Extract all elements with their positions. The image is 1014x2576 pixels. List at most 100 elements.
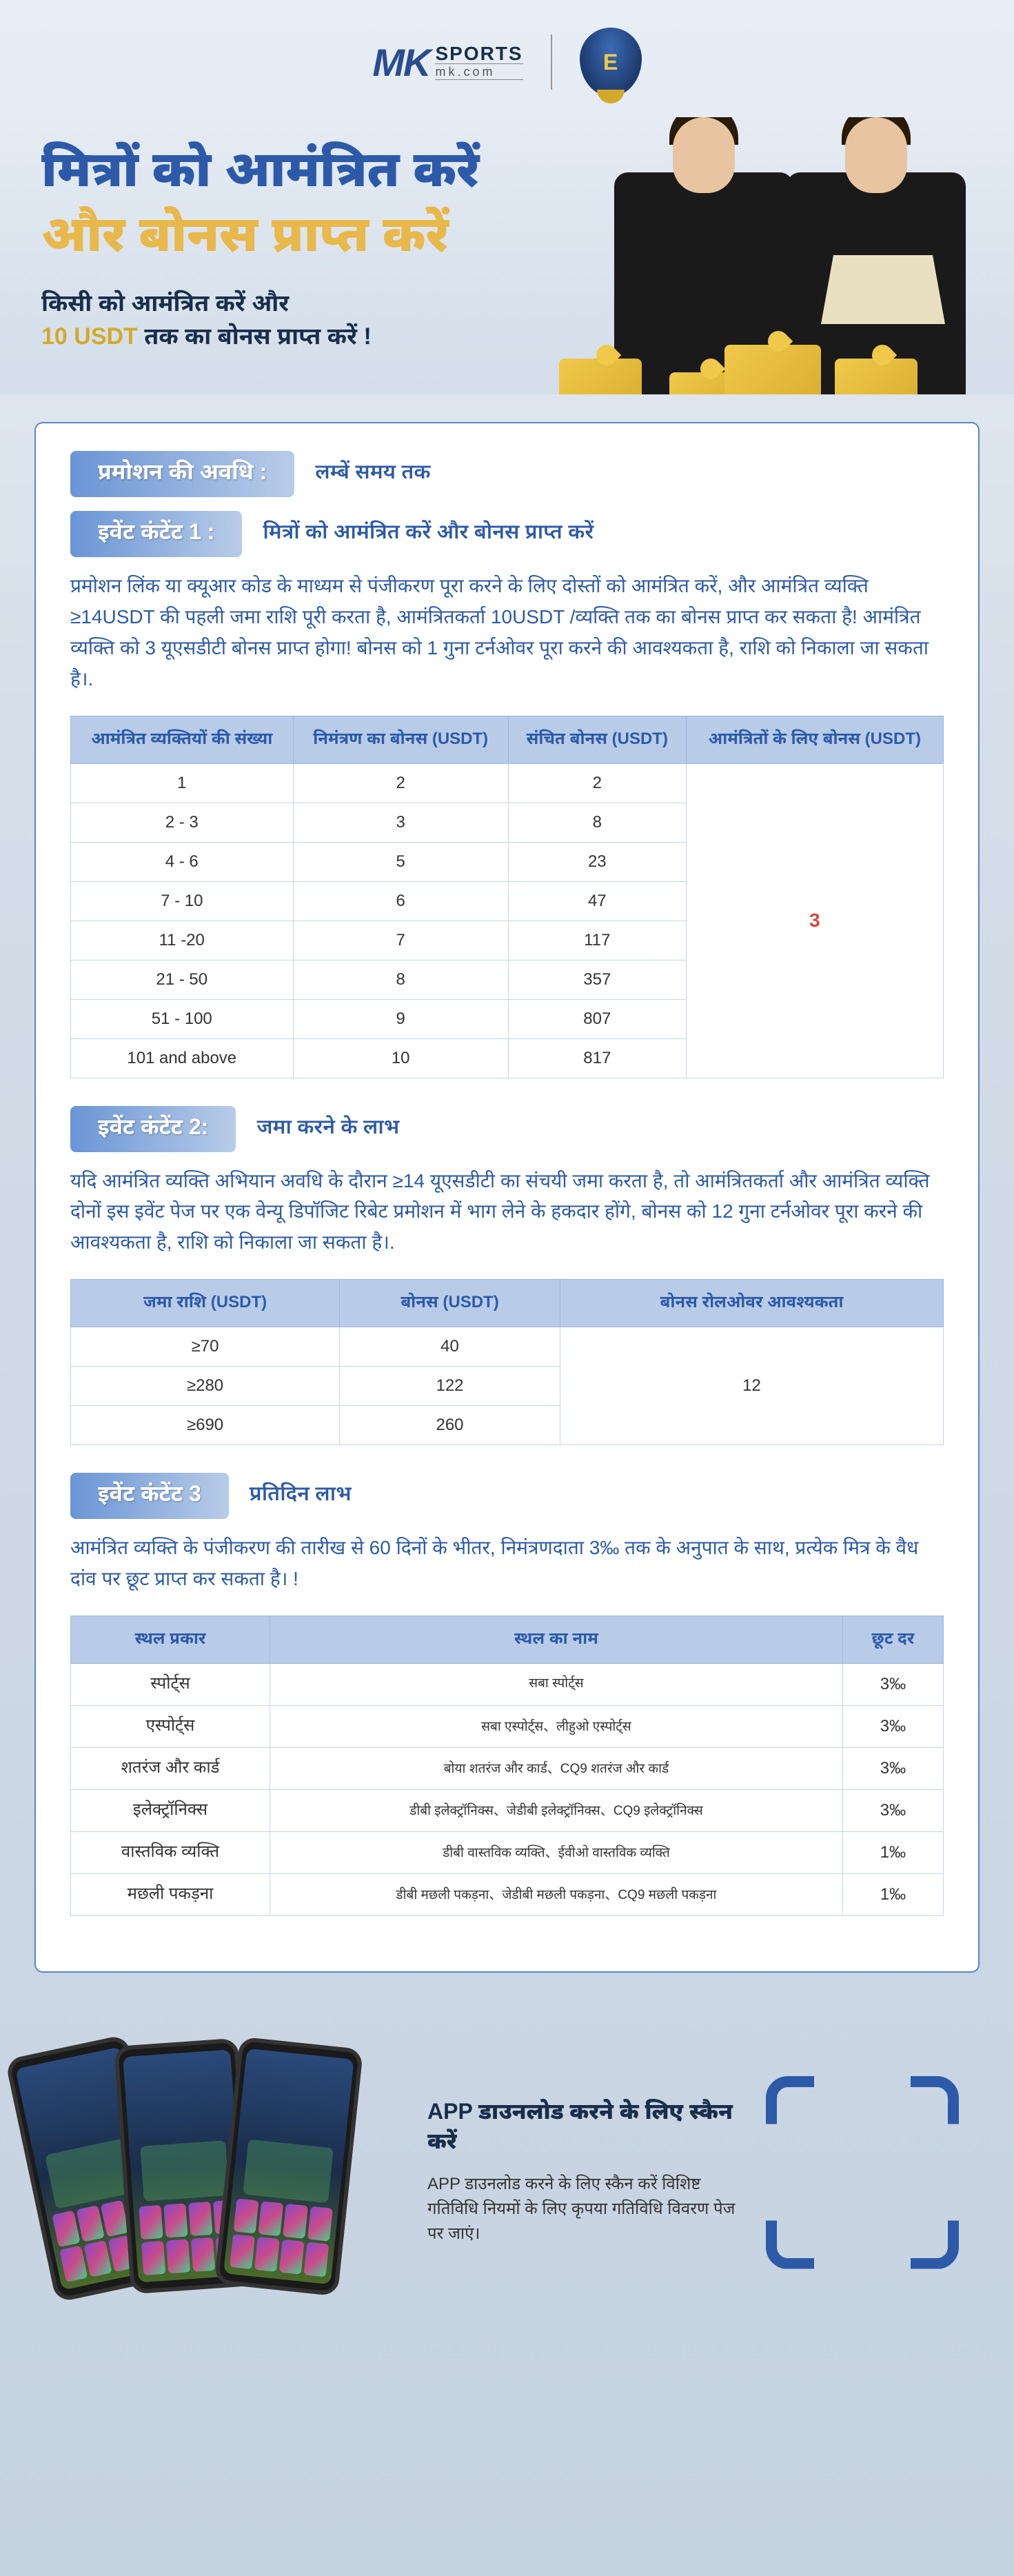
table-cell: 122 [340,1366,560,1405]
table-cell: 23 [508,842,686,881]
table-cell: 1‰ [842,1873,943,1915]
header: MK SPORTS mk.com E [0,0,1014,117]
table-cell: 51 - 100 [71,999,294,1038]
event1-value: मित्रों को आमंत्रित करें और बोनस प्राप्त… [263,521,594,547]
table-header-cell: स्थल प्रकार [71,1616,270,1663]
table-cell: 7 [293,920,508,960]
event1-table: आमंत्रित व्यक्तियों की संख्यानिमंत्रण का… [70,716,944,1078]
table-cell: 817 [508,1038,686,1078]
gift-box-4 [835,359,917,394]
event1-body: प्रमोशन लिंक या क्यूआर कोड के माध्यम से … [70,571,944,694]
event3-label: इवेंट कंटेंट 3 [70,1473,229,1519]
table-cell: सबा एस्पोर्ट्स、लीहुओ एस्पोर्ट्स [270,1705,842,1747]
gift-box-3 [724,345,821,394]
table-cell: 260 [340,1405,560,1445]
badge-letter: E [603,50,618,75]
table-cell: 2 [508,763,686,803]
footer-text: APP डाउनलोड करने के लिए स्कैन करें APP ड… [427,2099,738,2246]
table-row: शतरंज और कार्डबोया शतरंज और कार्ड、CQ9 शत… [71,1747,944,1789]
table-cell: 6 [293,881,508,920]
table-row: ≥704012 [71,1327,944,1366]
table-cell: बोया शतरंज और कार्ड、CQ9 शतरंज और कार्ड [270,1747,842,1789]
table-cell: 21 - 50 [71,960,294,999]
table-cell: स्पोर्ट्स [71,1663,270,1705]
table-cell: 101 and above [71,1038,294,1078]
table-cell: वास्तविक व्यक्ति [71,1831,270,1873]
table-header-cell: बोनस रोलओवर आवश्यकता [560,1279,943,1327]
table-cell: डीबी मछली पकड़ना、जेडीबी मछली पकड़ना、CQ9 … [270,1873,842,1915]
logo-mk: MK [372,40,429,85]
event2-header: इवेंट कंटेंट 2: जमा करने के लाभ [70,1106,944,1152]
table-cell: डीबी वास्तविक व्यक्ति、ईवीओ वास्तविक व्यक… [270,1831,842,1873]
promo-period-label: प्रमोशन की अवधि : [70,451,294,497]
table-cell: 12 [560,1327,943,1445]
table-cell: 3 [293,803,508,842]
event3-value: प्रतिदिन लाभ [250,1482,352,1509]
table-cell: 47 [508,881,686,920]
footer-title: APP डाउनलोड करने के लिए स्कैन करें [427,2099,738,2158]
table-header-cell: आमंत्रितों के लिए बोनस (USDT) [686,716,943,763]
table-cell: 3 [686,763,943,1078]
table-cell: सबा स्पोर्ट्स [270,1663,842,1705]
partner-badge[interactable]: E [580,28,642,97]
table-cell: मछली पकड़ना [71,1873,270,1915]
table-header-cell: छूट दर [842,1616,943,1663]
event2-label: इवेंट कंटेंट 2: [70,1106,236,1152]
table-cell: 9 [293,999,508,1038]
logo[interactable]: MK SPORTS mk.com [372,40,523,85]
money-fan [821,255,945,324]
event1-label: इवेंट कंटेंट 1 : [70,511,242,557]
qr-scan-frame[interactable] [766,2076,959,2269]
table-cell: 807 [508,999,686,1038]
table-cell: 2 - 3 [71,803,294,842]
table-cell: 3‰ [842,1747,943,1789]
logo-sub: SPORTS mk.com [435,44,523,80]
table-header-cell: आमंत्रित व्यक्तियों की संख्या [71,716,294,763]
table-row: 1223 [71,763,944,803]
table-cell: ≥70 [71,1327,340,1366]
table-cell: 3‰ [842,1789,943,1831]
table-row: वास्तविक व्यक्तिडीबी वास्तविक व्यक्ति、ईव… [71,1831,944,1873]
logo-sports: SPORTS [435,44,523,63]
hero-banner: मित्रों को आमंत्रित करें और बोनस प्राप्त… [0,117,1014,394]
table-cell: ≥690 [71,1405,340,1445]
table-cell: ≥280 [71,1366,340,1405]
table-cell: 357 [508,960,686,999]
table-header-cell: बोनस (USDT) [340,1279,560,1327]
header-divider [551,34,552,90]
table-cell: 5 [293,842,508,881]
table-cell: 40 [340,1327,560,1366]
event3-body: आमंत्रित व्यक्ति के पंजीकरण की तारीख से … [70,1533,944,1595]
hero-bonus-amount: 10 USDT [41,323,138,350]
table-cell: डीबी इलेक्ट्रॉनिक्स、जेडीबी इलेक्ट्रॉनिक्… [270,1789,842,1831]
table-cell: 8 [293,960,508,999]
table-cell: 1‰ [842,1831,943,1873]
phone-mockup-3 [214,2036,363,2296]
logo-domain: mk.com [435,63,523,80]
table-row: मछली पकड़नाडीबी मछली पकड़ना、जेडीबी मछली … [71,1873,944,1915]
event1-header: इवेंट कंटेंट 1 : मित्रों को आमंत्रित करे… [70,511,944,557]
footer-body: APP डाउनलोड करने के लिए स्कैन करें विशिष… [427,2172,738,2246]
table-cell: 3‰ [842,1705,943,1747]
event2-value: जमा करने के लाभ [256,1116,399,1143]
hero-graphic [538,131,986,394]
app-preview-phones [55,2042,400,2304]
table-cell: 2 [293,763,508,803]
table-row: इलेक्ट्रॉनिक्सडीबी इलेक्ट्रॉनिक्स、जेडीबी… [71,1789,944,1831]
event3-table: स्थल प्रकारस्थल का नामछूट दर स्पोर्ट्ससब… [70,1616,944,1916]
table-cell: एस्पोर्ट्स [71,1705,270,1747]
event2-body: यदि आमंत्रित व्यक्ति अभियान अवधि के दौरा… [70,1166,944,1258]
event2-table: जमा राशि (USDT)बोनस (USDT)बोनस रोलओवर आव… [70,1279,944,1445]
table-cell: इलेक्ट्रॉनिक्स [71,1789,270,1831]
table-cell: 4 - 6 [71,842,294,881]
content-card: प्रमोशन की अवधि : लम्बें समय तक इवेंट कं… [34,422,980,1972]
table-cell: 11 -20 [71,920,294,960]
table-header-cell: स्थल का नाम [270,1616,842,1663]
table-cell: 1 [71,763,294,803]
table-cell: 7 - 10 [71,881,294,920]
table-cell: 3‰ [842,1663,943,1705]
table-row: एस्पोर्ट्ससबा एस्पोर्ट्स、लीहुओ एस्पोर्ट्… [71,1705,944,1747]
promo-period-row: प्रमोशन की अवधि : लम्बें समय तक [70,451,944,497]
table-row: स्पोर्ट्ससबा स्पोर्ट्स3‰ [71,1663,944,1705]
table-header-cell: निमंत्रण का बोनस (USDT) [293,716,508,763]
